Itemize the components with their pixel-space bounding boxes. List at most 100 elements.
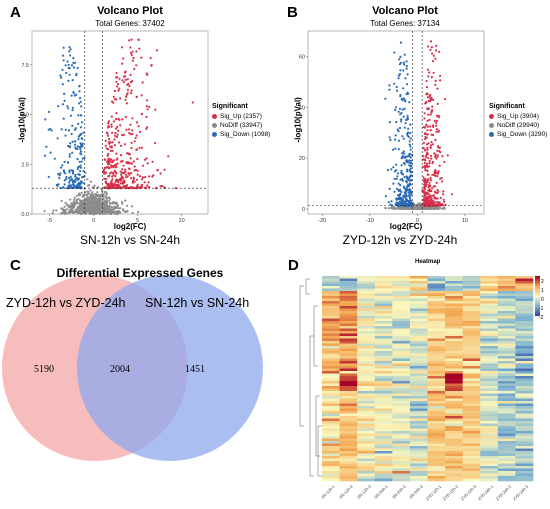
heatmap-cell [357, 383, 376, 387]
nodiff-point [387, 207, 390, 210]
heatmap-cell [445, 471, 463, 474]
up-point [426, 173, 429, 176]
down-point [75, 72, 78, 75]
down-point [70, 94, 73, 97]
heatmap-cell [515, 296, 534, 299]
nodiff-point [126, 204, 129, 207]
heatmap-cell [339, 438, 358, 442]
down-point [79, 152, 82, 155]
heatmap-cell [480, 458, 499, 462]
up-point [127, 171, 130, 175]
down-point [71, 79, 74, 82]
up-point [110, 187, 113, 190]
colorbar-segment [535, 310, 540, 312]
heatmap-cell [392, 448, 411, 452]
down-point [60, 128, 63, 131]
heatmap-cell [427, 353, 446, 357]
heatmap-cell [497, 276, 516, 279]
up-point [141, 176, 145, 179]
heatmap-cell [497, 461, 516, 464]
heatmap-cell [322, 333, 340, 337]
heatmap-cell [462, 348, 481, 352]
heatmap-cell [357, 461, 376, 464]
up-point [130, 38, 133, 41]
down-point [72, 183, 75, 186]
down-point [405, 190, 408, 193]
colorbar-tick: 2 [541, 279, 544, 285]
heatmap-cell [515, 381, 534, 384]
up-point [114, 131, 117, 135]
up-point [426, 125, 429, 128]
up-point [102, 170, 106, 174]
up-point [104, 186, 107, 189]
up-point [128, 128, 131, 131]
up-dot-icon [489, 114, 494, 119]
up-point [443, 200, 446, 203]
heatmap-cell [480, 338, 499, 342]
colorbar-segment [535, 278, 540, 280]
up-point [135, 148, 138, 151]
heatmap-cell [339, 293, 358, 297]
heatmap-cell [480, 348, 499, 352]
heatmap-cell [374, 401, 393, 404]
up-point [104, 144, 107, 147]
down-point [390, 200, 393, 203]
heatmap-cell [427, 418, 446, 422]
up-point [429, 146, 432, 149]
heatmap-cell [322, 363, 340, 367]
up-point [120, 173, 123, 176]
heatmap-cell [497, 438, 516, 442]
down-point [48, 110, 51, 113]
venn-intersection-count: 2004 [110, 364, 130, 375]
heatmap-cell [339, 291, 358, 294]
heatmap-cell [445, 418, 463, 422]
heatmap-cell [497, 336, 516, 339]
heatmap-cell [515, 343, 534, 347]
nodiff-point [111, 202, 114, 205]
up-point [124, 116, 127, 119]
heatmap-cell [392, 401, 411, 404]
heatmap-cell [357, 291, 376, 294]
panel-b-legend: Significant Sig_Up (3904) NoDiff (29940)… [489, 103, 547, 139]
down-point [76, 66, 79, 70]
down-point [408, 159, 411, 162]
heatmap-cell [392, 438, 411, 442]
heatmap-cell [445, 388, 463, 392]
heatmap-cell [480, 326, 499, 329]
heatmap-cell [409, 306, 428, 309]
down-point [68, 181, 71, 184]
legend-item-nodiff: NoDiff (29940) [489, 121, 547, 130]
heatmap-cell [462, 328, 481, 332]
heatmap-cell [322, 386, 340, 389]
heatmap-cell [462, 393, 481, 397]
up-point [428, 165, 431, 168]
down-point [67, 63, 70, 66]
up-point [135, 134, 138, 137]
up-point [125, 93, 128, 96]
heatmap-cell [392, 371, 411, 374]
down-point [406, 73, 409, 76]
down-point [79, 166, 82, 169]
up-point [428, 162, 431, 165]
heatmap-cell [392, 383, 411, 387]
heatmap-cell [462, 368, 481, 372]
up-point [137, 125, 140, 128]
up-point [425, 92, 428, 95]
heatmap-cell [409, 476, 428, 479]
heatmap-cell [497, 278, 516, 282]
up-point [435, 44, 438, 48]
nodiff-point [95, 194, 98, 197]
down-point [397, 198, 400, 201]
heatmap-cell [462, 318, 481, 322]
heatmap-cell [427, 321, 446, 324]
down-point [401, 135, 404, 138]
heatmap-cell [427, 301, 446, 304]
heatmap-cell [480, 431, 499, 434]
up-point [435, 114, 439, 117]
heatmap-cell [322, 388, 340, 392]
heatmap-cell [427, 456, 446, 459]
heatmap-cell [427, 478, 446, 482]
down-point [409, 123, 412, 126]
heatmap-cell [409, 278, 428, 282]
heatmap-cell [374, 326, 393, 329]
